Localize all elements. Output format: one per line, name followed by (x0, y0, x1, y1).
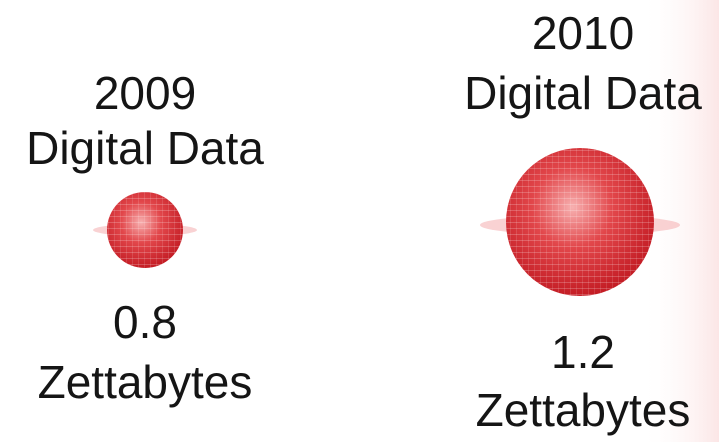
infographic: 2009 Digital Data 0.8 Zettabytes 2010 Di… (0, 0, 719, 442)
value: 1.2 (551, 326, 615, 378)
value: 0.8 (113, 296, 177, 348)
sphere (93, 192, 197, 268)
label: Digital Data (26, 122, 264, 174)
unit: Zettabytes (38, 356, 253, 408)
label: Digital Data (464, 67, 702, 119)
item-2009: 2009 Digital Data 0.8 Zettabytes (26, 67, 264, 408)
unit: Zettabytes (476, 384, 691, 436)
page: {"items": [ {"year": "2009", "label": "D… (0, 0, 719, 442)
year: 2010 (532, 7, 634, 59)
year: 2009 (94, 67, 196, 119)
